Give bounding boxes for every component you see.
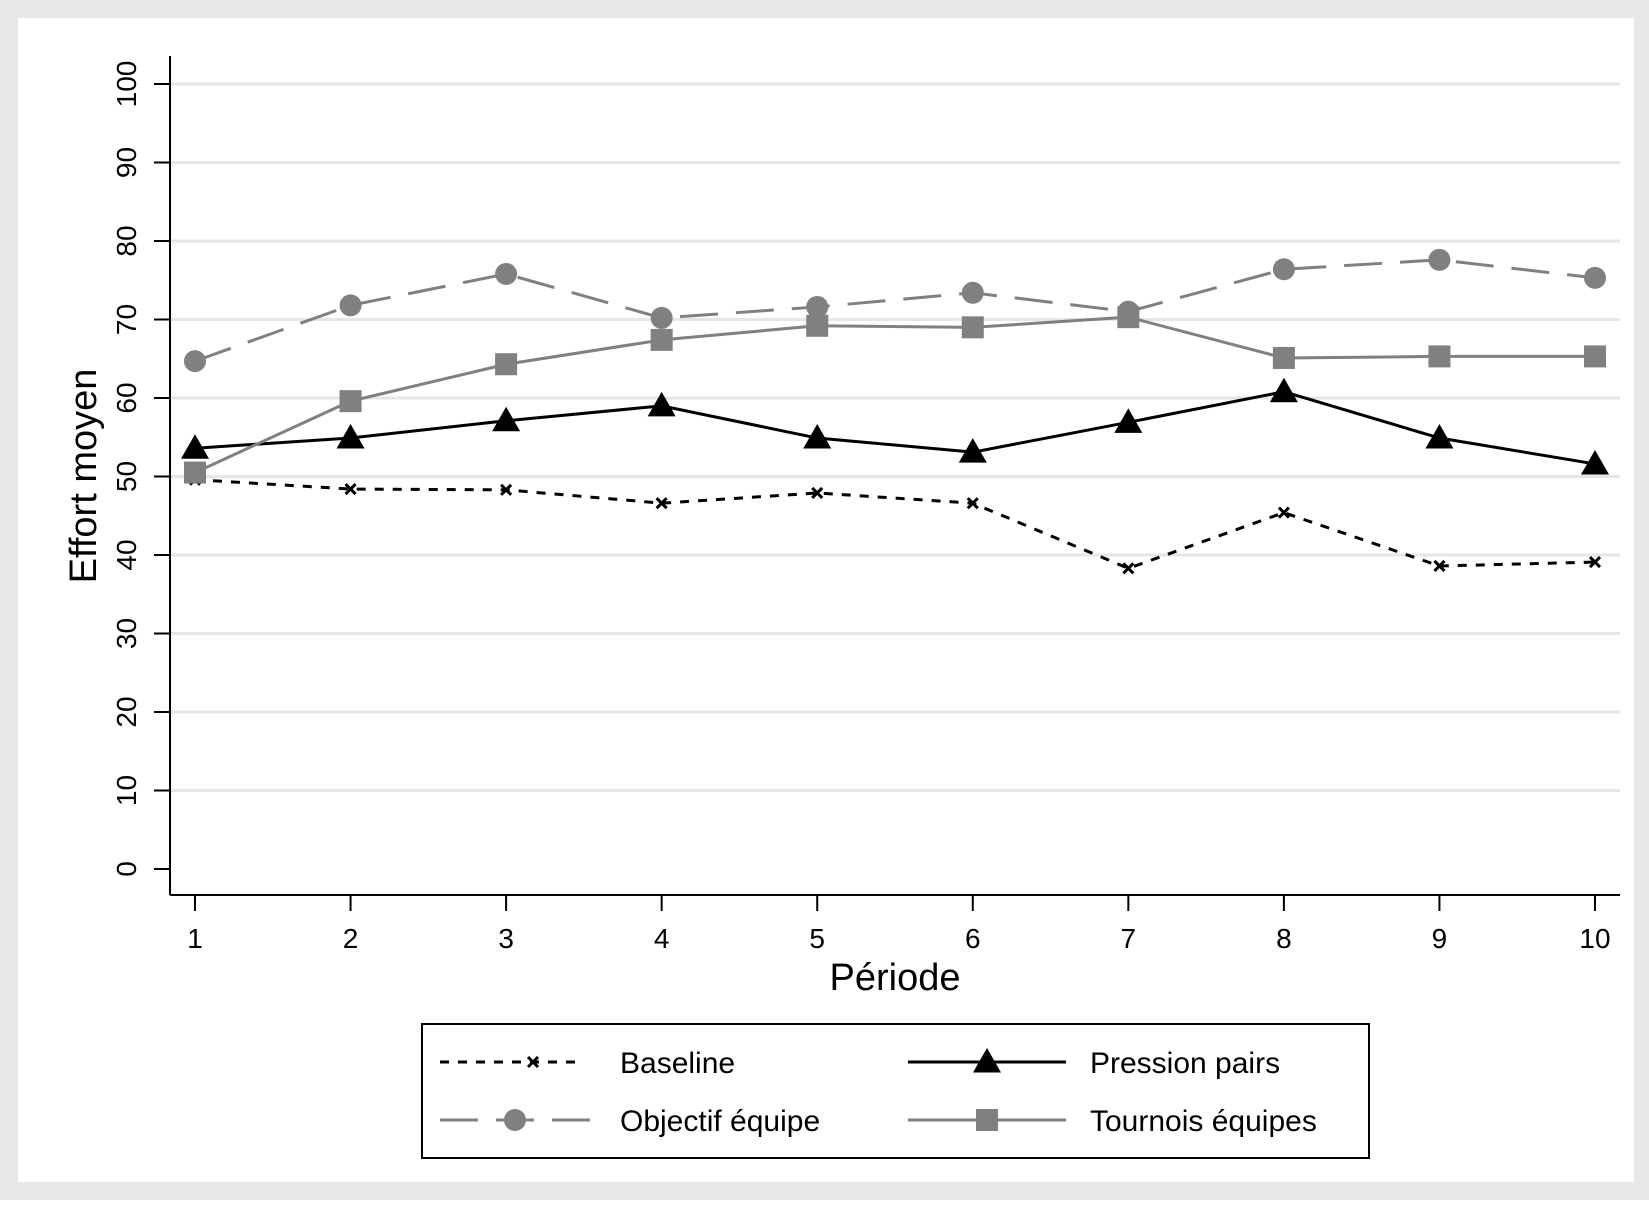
y-tick-label: 60 xyxy=(111,382,142,413)
y-tick-label: 20 xyxy=(111,696,142,727)
data-point xyxy=(1428,248,1451,271)
x-tick-label: 7 xyxy=(1121,923,1137,954)
x-marker-stroke xyxy=(500,483,513,496)
x-tick-label: 3 xyxy=(498,923,514,954)
data-point xyxy=(958,438,987,463)
x-axis-title: Période xyxy=(830,957,961,999)
data-point xyxy=(1584,345,1606,368)
x-marker-stroke xyxy=(1588,556,1602,569)
series-line xyxy=(194,258,1596,363)
data-point xyxy=(966,497,979,510)
data-point xyxy=(1588,556,1602,569)
y-tick-label: 90 xyxy=(111,147,142,178)
x-tick-label: 9 xyxy=(1432,923,1448,954)
x-marker-stroke xyxy=(811,486,824,500)
data-point xyxy=(181,434,209,459)
legend-marker xyxy=(526,1055,540,1069)
x-tick-label: 4 xyxy=(654,923,670,954)
series-pression-pairs xyxy=(181,377,1609,475)
data-point xyxy=(803,424,832,449)
y-axis-title: Effort moyen xyxy=(63,369,105,584)
legend-item: Pression pairs xyxy=(908,1047,1280,1080)
data-point xyxy=(500,483,513,496)
x-tick-label: 10 xyxy=(1579,923,1610,954)
x-marker-stroke xyxy=(966,497,979,510)
y-tick-label: 30 xyxy=(111,618,142,649)
x-marker-stroke xyxy=(1122,562,1135,575)
x-marker-stroke xyxy=(526,1055,540,1069)
data-point xyxy=(655,497,668,510)
data-point xyxy=(1269,377,1298,403)
legend-label: Objectif équipe xyxy=(620,1105,820,1138)
legend-box xyxy=(421,1023,1370,1159)
axes: 0 10 20 30 40 50 60 70 80 90 100 1 2 3 4 5 6 7 8 9 10 Période… xyxy=(63,56,1620,999)
series-line xyxy=(194,390,1596,466)
data-point xyxy=(806,295,829,318)
data-point xyxy=(961,281,984,304)
data-point xyxy=(1277,506,1290,519)
legend: Baseline Pression pairs Objectif équipe Tou… xyxy=(421,1023,1370,1159)
data-point xyxy=(495,353,518,376)
data-point xyxy=(650,306,673,329)
data-point xyxy=(1425,424,1454,449)
data-point xyxy=(1122,562,1135,575)
data-point xyxy=(339,294,362,317)
y-tick-label: 40 xyxy=(111,539,142,570)
data-point xyxy=(647,391,676,417)
series-line xyxy=(194,478,1596,570)
data-point xyxy=(344,482,357,496)
series-layer xyxy=(181,248,1609,575)
legend-marker xyxy=(976,1109,998,1131)
series-baseline xyxy=(188,473,1602,575)
data-point xyxy=(339,390,362,413)
y-tick-label: 100 xyxy=(111,61,142,108)
data-point xyxy=(1272,346,1295,369)
data-point xyxy=(495,262,518,285)
x-tick-label: 1 xyxy=(187,923,203,954)
x-tick-label: 8 xyxy=(1276,923,1292,954)
y-tick-label: 80 xyxy=(111,225,142,256)
data-point xyxy=(1117,306,1140,329)
series-line xyxy=(194,315,1595,474)
plot-area xyxy=(18,18,1634,1182)
y-tick-label: 0 xyxy=(111,861,142,877)
data-point xyxy=(184,461,206,484)
data-point xyxy=(1584,266,1606,289)
data-point xyxy=(1433,559,1446,573)
x-marker-stroke xyxy=(1277,506,1290,519)
y-tick-label: 10 xyxy=(111,775,142,806)
legend-marker xyxy=(973,1048,1001,1073)
data-point xyxy=(961,316,984,339)
x-tick-label: 5 xyxy=(809,923,825,954)
data-point xyxy=(1581,449,1609,475)
data-point xyxy=(650,328,673,351)
data-point xyxy=(1272,258,1295,281)
legend-marker xyxy=(504,1109,526,1131)
data-point xyxy=(184,350,206,373)
y-tick-label: 50 xyxy=(111,461,142,492)
legend-item: Objectif équipe xyxy=(440,1105,820,1138)
data-point xyxy=(811,486,824,500)
legend-item: Tournois équipes xyxy=(908,1105,1317,1138)
series-tournois-quipes xyxy=(184,306,1606,484)
x-marker-stroke xyxy=(1433,559,1446,573)
data-point xyxy=(1428,345,1451,368)
legend-label: Tournois équipes xyxy=(1090,1105,1317,1138)
x-marker-stroke xyxy=(655,497,668,510)
x-tick-label: 2 xyxy=(343,923,359,954)
data-point xyxy=(492,406,521,432)
data-point xyxy=(1114,408,1143,433)
x-tick-label: 6 xyxy=(965,923,981,954)
y-tick-label: 70 xyxy=(111,304,142,335)
gridlines xyxy=(170,82,1620,792)
legend-item: Baseline xyxy=(440,1047,735,1080)
data-point xyxy=(806,314,829,337)
x-marker-stroke xyxy=(344,482,357,496)
legend-label: Pression pairs xyxy=(1090,1047,1280,1080)
data-point xyxy=(336,424,365,449)
legend-label: Baseline xyxy=(620,1047,735,1080)
